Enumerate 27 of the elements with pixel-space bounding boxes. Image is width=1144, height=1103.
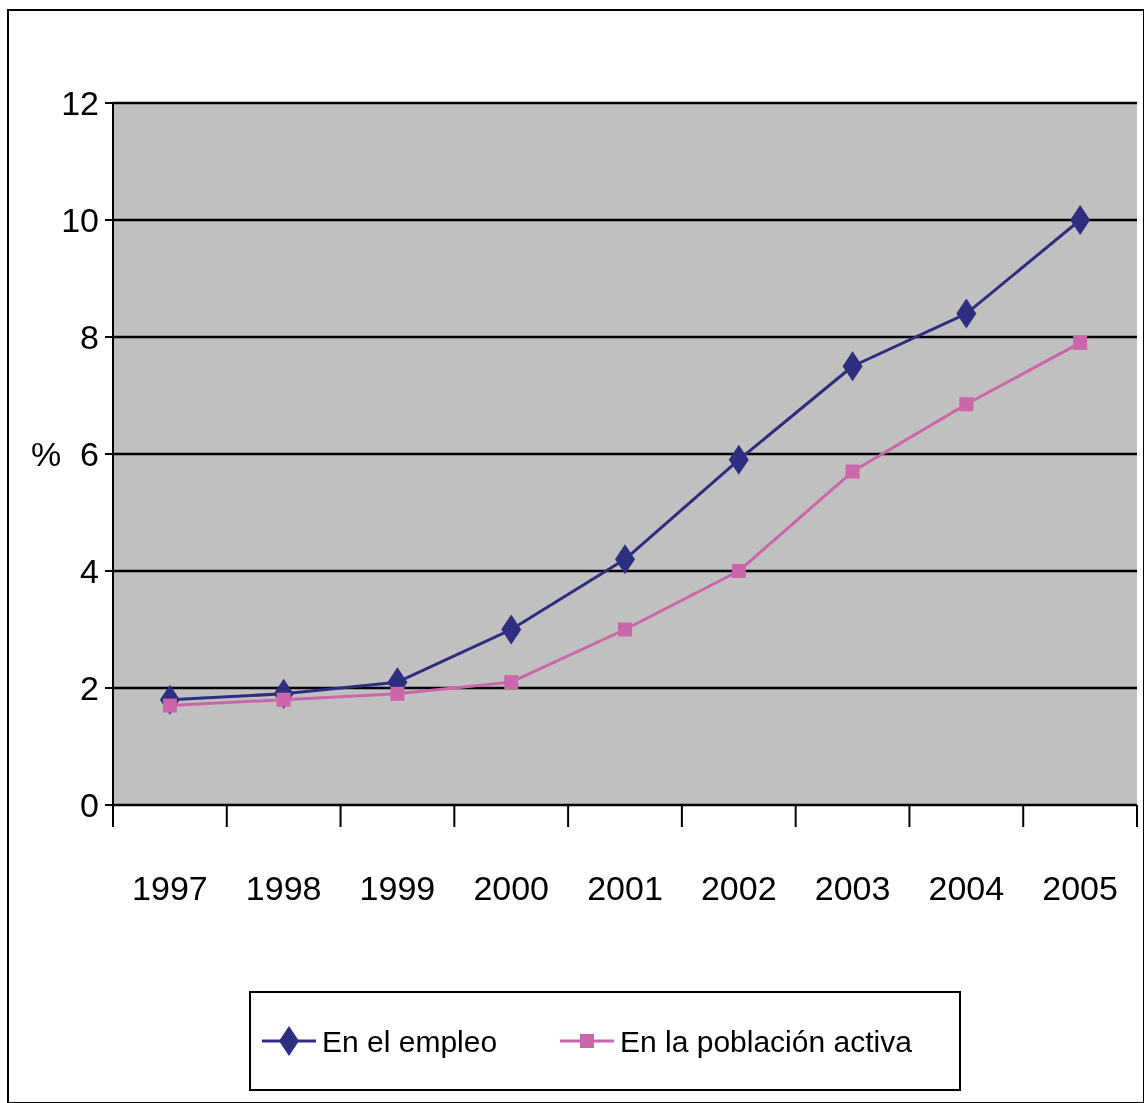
y-tick-label: 8: [80, 317, 99, 356]
x-tick-label: 2000: [473, 869, 550, 907]
x-tick-label: 2001: [587, 869, 663, 907]
point: [504, 675, 519, 690]
y-tick-label: 6: [80, 434, 99, 473]
x-tick-label: 2005: [1042, 869, 1118, 907]
point: [618, 622, 632, 637]
y-tick-label: 4: [80, 551, 99, 590]
x-tick-label: 2003: [814, 869, 891, 907]
point: [959, 397, 974, 412]
point: [845, 464, 860, 479]
legend-label: En el empleo: [322, 1024, 498, 1058]
point: [1070, 205, 1091, 235]
y-tick-label: 12: [61, 83, 99, 122]
point: [390, 686, 405, 701]
x-tick-label: 2002: [700, 869, 777, 907]
legend-label: En la población activa: [620, 1024, 913, 1058]
x-tick-label: 1999: [359, 869, 436, 907]
y-tick-label: 2: [80, 668, 99, 707]
y-tick-label: 10: [61, 200, 99, 239]
y-axis-title: %: [30, 435, 62, 473]
x-tick-label: 2004: [928, 869, 1005, 907]
point: [1073, 335, 1088, 350]
x-tick-label: 1998: [245, 869, 322, 907]
y-tick-label: 0: [80, 785, 99, 824]
point: [731, 564, 746, 578]
x-tick-label: 1997: [132, 869, 208, 907]
